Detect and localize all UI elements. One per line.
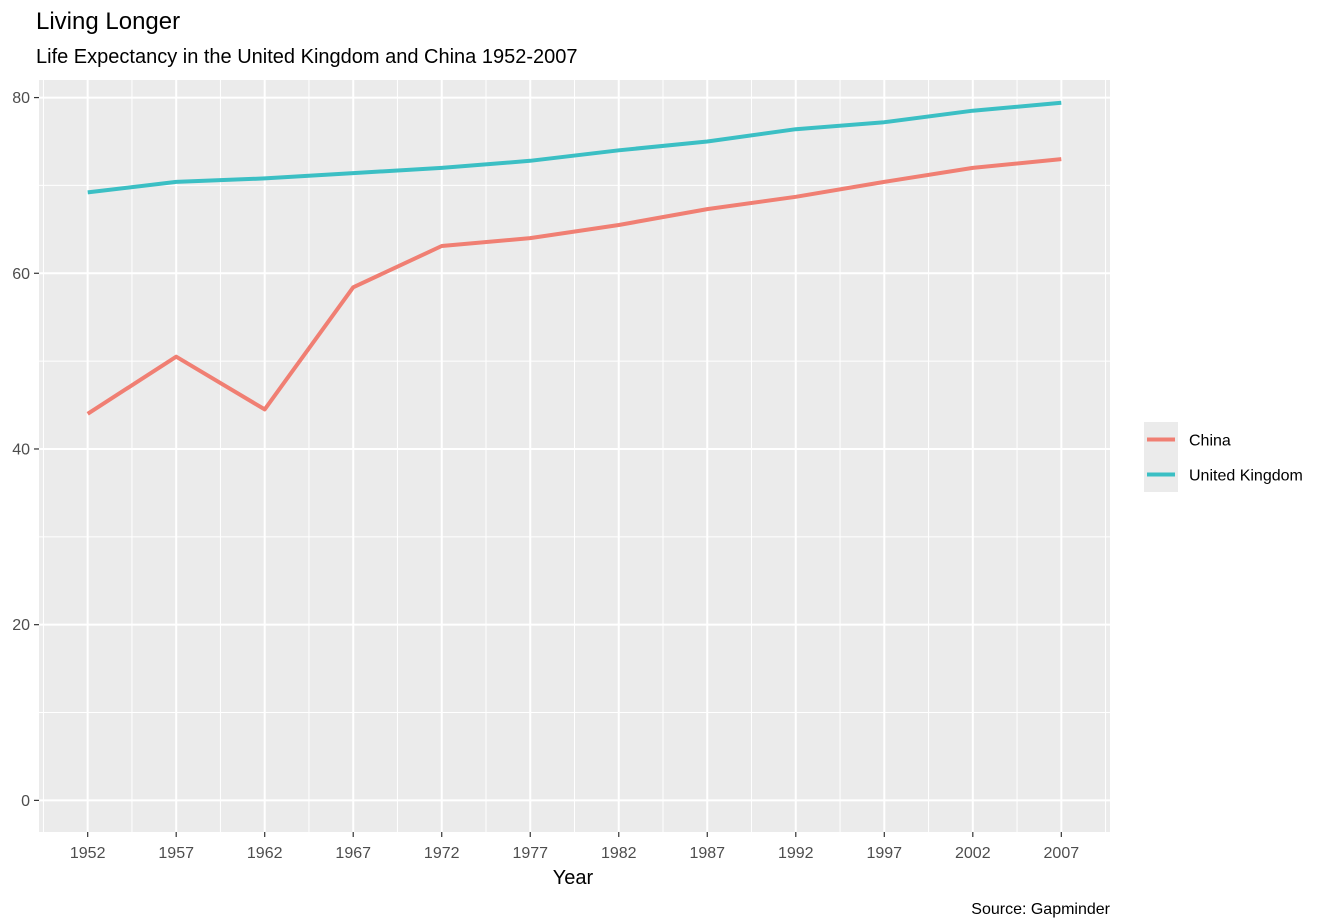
x-tick-label: 1982 xyxy=(601,845,637,862)
y-tick-label: 60 xyxy=(12,266,30,283)
x-tick-label: 1957 xyxy=(158,845,194,862)
grid-lines xyxy=(39,80,1110,832)
x-axis-title: Year xyxy=(553,867,594,889)
x-tick-label: 2002 xyxy=(955,845,991,862)
y-tick-label: 40 xyxy=(12,441,30,458)
y-tick-label: 80 xyxy=(12,90,30,107)
chart-title: Living Longer xyxy=(36,8,180,35)
legend-label-china: China xyxy=(1189,433,1231,450)
axes: 1952 1957 1962 1967 1972 1977 1982 1987 1992 1997… xyxy=(12,90,1079,862)
y-tick-label: 0 xyxy=(21,793,30,810)
x-tick-label: 1992 xyxy=(778,845,814,862)
x-tick-label: 1967 xyxy=(335,845,371,862)
chart-subtitle: Life Expectancy in the United Kingdom an… xyxy=(36,46,577,68)
series-line-united-kingdom xyxy=(87,100,1062,195)
x-tick-label: 1987 xyxy=(689,845,725,862)
x-tick-label: 1952 xyxy=(70,845,106,862)
legend: China United Kingdom xyxy=(1144,422,1303,492)
series-lines xyxy=(86,100,1062,416)
x-tick-label: 1962 xyxy=(247,845,283,862)
x-tick-label: 1972 xyxy=(424,845,460,862)
legend-label-united-kingdom: United Kingdom xyxy=(1189,468,1303,485)
chart-caption: Source: Gapminder xyxy=(971,901,1110,918)
x-tick-label: 2007 xyxy=(1044,845,1080,862)
x-tick-label: 1997 xyxy=(866,845,902,862)
series-line-china xyxy=(86,157,1062,416)
x-tick-label: 1977 xyxy=(512,845,548,862)
y-tick-label: 20 xyxy=(12,617,30,634)
